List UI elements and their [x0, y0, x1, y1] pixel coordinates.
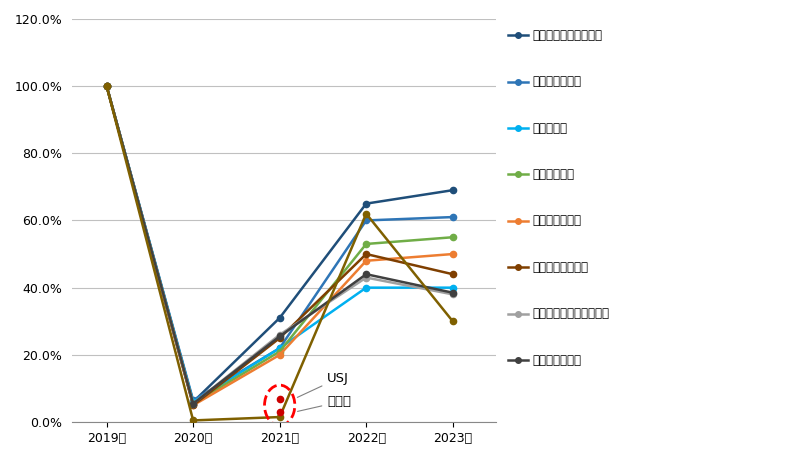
Text: 海遊館: 海遊館	[298, 395, 351, 411]
Text: ハウステンボス: ハウステンボス	[532, 214, 581, 227]
Text: あしかがフラワー: あしかがフラワー	[532, 261, 588, 274]
Text: ナガシマスパーランド: ナガシマスパーランド	[532, 29, 602, 42]
Text: USJ: USJ	[298, 372, 349, 397]
Text: レゴランド: レゴランド	[532, 121, 567, 135]
Text: アドベンチャーワールド: アドベンチャーワールド	[532, 307, 609, 320]
Text: 志摩スペイン村: 志摩スペイン村	[532, 75, 581, 88]
Text: ひたち海浜公園: ひたち海浜公園	[532, 354, 581, 367]
Text: ハワイアンズ: ハワイアンズ	[532, 168, 574, 181]
